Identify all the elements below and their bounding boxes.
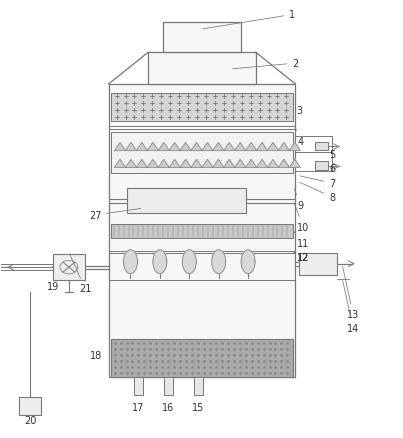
Text: 9: 9 [294,189,303,211]
Bar [163,23,241,53]
Polygon shape [182,250,196,274]
Text: 7: 7 [300,177,335,189]
Text: 10: 10 [294,204,310,233]
Polygon shape [137,143,147,151]
Bar [315,162,328,171]
Polygon shape [224,160,235,168]
Bar [135,377,143,395]
Polygon shape [158,160,169,168]
Polygon shape [114,160,125,168]
Polygon shape [180,160,191,168]
Polygon shape [246,160,257,168]
Text: 27: 27 [89,209,141,220]
Polygon shape [147,143,158,151]
Text: 1: 1 [203,11,295,30]
Polygon shape [235,160,246,168]
Bar [111,132,293,174]
Bar [164,377,173,395]
Polygon shape [153,250,167,274]
Polygon shape [246,143,257,151]
Polygon shape [241,250,255,274]
Text: 5: 5 [329,146,336,160]
Text: 13: 13 [343,267,359,320]
Polygon shape [235,143,246,151]
Polygon shape [124,250,137,274]
Bar [148,53,256,85]
Polygon shape [213,143,224,151]
Bar [111,224,293,238]
Bar [299,253,337,275]
Polygon shape [169,143,180,151]
Text: 12: 12 [293,252,310,262]
Text: 16: 16 [162,402,174,412]
Polygon shape [278,160,289,168]
Text: 14: 14 [343,281,359,333]
Polygon shape [125,160,137,168]
Polygon shape [158,143,169,151]
Text: 3: 3 [291,106,303,116]
Polygon shape [257,160,268,168]
Text: 2: 2 [233,59,299,70]
Polygon shape [257,143,268,151]
Polygon shape [180,143,191,151]
Polygon shape [224,143,235,151]
Bar [194,377,203,395]
Polygon shape [202,160,213,168]
Polygon shape [289,143,300,151]
Polygon shape [213,160,224,168]
Polygon shape [137,160,147,168]
Polygon shape [212,250,226,274]
Polygon shape [147,160,158,168]
Text: 18: 18 [89,350,102,360]
Text: 20: 20 [24,415,36,424]
Text: 12: 12 [293,252,310,262]
Text: 11: 11 [293,231,310,248]
Bar [315,142,328,151]
Polygon shape [191,160,202,168]
Polygon shape [125,143,137,151]
Polygon shape [268,160,278,168]
Text: 8: 8 [300,183,335,203]
Text: 6: 6 [329,164,336,174]
Text: 19: 19 [47,281,59,291]
Bar [111,339,293,377]
Bar [19,397,41,415]
Polygon shape [268,143,278,151]
Polygon shape [289,160,300,168]
Polygon shape [114,143,125,151]
Polygon shape [191,143,202,151]
Text: 15: 15 [192,402,204,412]
Bar [109,85,295,377]
Polygon shape [278,143,289,151]
Bar [127,189,246,214]
Text: 4: 4 [296,130,303,146]
Bar [111,94,293,121]
Text: 17: 17 [132,402,145,412]
Bar [53,254,85,280]
Text: 21: 21 [70,255,91,294]
Polygon shape [202,143,213,151]
Polygon shape [169,160,180,168]
